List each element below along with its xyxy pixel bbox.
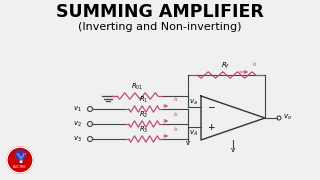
Text: $R_1$: $R_1$ <box>140 95 148 105</box>
Text: $i_3$: $i_3$ <box>173 125 179 134</box>
Text: $v_A$: $v_A$ <box>189 128 198 138</box>
Text: +: + <box>207 123 214 132</box>
Text: $i_1$: $i_1$ <box>173 95 179 104</box>
Text: $R_2$: $R_2$ <box>140 110 148 120</box>
Text: (Inverting and Non-inverting): (Inverting and Non-inverting) <box>78 22 242 32</box>
Text: $i_1$: $i_1$ <box>252 60 258 69</box>
Text: $i_2$: $i_2$ <box>173 110 179 119</box>
Text: $v_a$: $v_a$ <box>189 97 198 107</box>
Text: $v_1$: $v_1$ <box>73 104 82 114</box>
Text: $v_3$: $v_3$ <box>73 134 82 144</box>
Text: −: − <box>207 102 214 111</box>
Text: $v_o$: $v_o$ <box>283 112 292 122</box>
Text: $R_f$: $R_f$ <box>221 61 231 71</box>
Circle shape <box>15 150 25 160</box>
Text: $R_3$: $R_3$ <box>140 125 148 135</box>
Text: $R_{01}$: $R_{01}$ <box>131 82 143 92</box>
Text: ELECTRIC: ELECTRIC <box>13 165 27 169</box>
Text: v: v <box>231 147 235 153</box>
Text: $v_2$: $v_2$ <box>73 119 82 129</box>
Circle shape <box>7 147 33 173</box>
Text: Y: Y <box>15 152 25 166</box>
Text: v: v <box>186 140 190 146</box>
Text: SUMMING AMPLIFIER: SUMMING AMPLIFIER <box>56 3 264 21</box>
